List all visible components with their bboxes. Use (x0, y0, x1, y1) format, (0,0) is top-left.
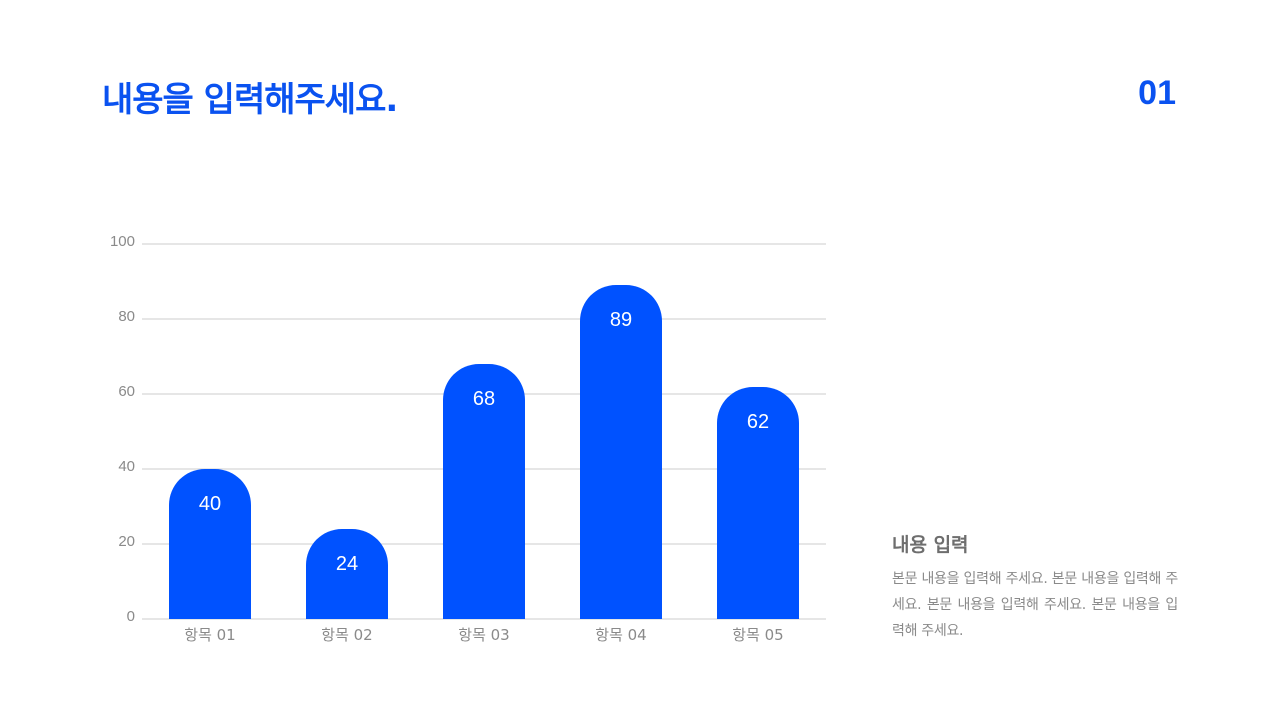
page-number: 01 (1138, 74, 1176, 112)
y-tick-label: 20 (118, 533, 135, 550)
side-panel-body: 본문 내용을 입력해 주세요. 본문 내용을 입력해 주세요. 본문 내용을 입… (892, 571, 1178, 639)
x-axis-label: 항목 02 (321, 626, 373, 644)
y-tick-label: 80 (118, 308, 135, 325)
page-title: 내용을 입력해주세요. (102, 80, 398, 120)
gridline-0 (142, 618, 826, 620)
y-tick-label: 60 (118, 383, 135, 400)
gridline-100 (142, 243, 826, 245)
x-axis-label: 항목 05 (732, 626, 784, 644)
bar-item-05: 62 (717, 387, 799, 619)
y-tick-label: 100 (109, 233, 135, 250)
bar-value-label: 40 (198, 493, 222, 515)
bar-value-label: 62 (746, 411, 770, 433)
bar-item-02: 24 (306, 529, 388, 619)
bar-value-label: 89 (609, 309, 633, 331)
gridline-80 (142, 318, 826, 320)
bar-item-03: 68 (443, 364, 525, 619)
y-tick-label: 40 (118, 458, 135, 475)
x-axis-label: 항목 04 (595, 626, 647, 644)
x-axis-label: 항목 01 (184, 626, 236, 644)
bar-value-label: 24 (335, 553, 359, 575)
x-axis-label: 항목 03 (458, 626, 510, 644)
bar-item-04: 89 (580, 285, 662, 619)
y-tick-label: 0 (126, 608, 135, 625)
side-panel-title: 내용 입력 (892, 534, 969, 556)
bar-value-label: 68 (472, 388, 496, 410)
bar-item-01: 40 (169, 469, 251, 619)
